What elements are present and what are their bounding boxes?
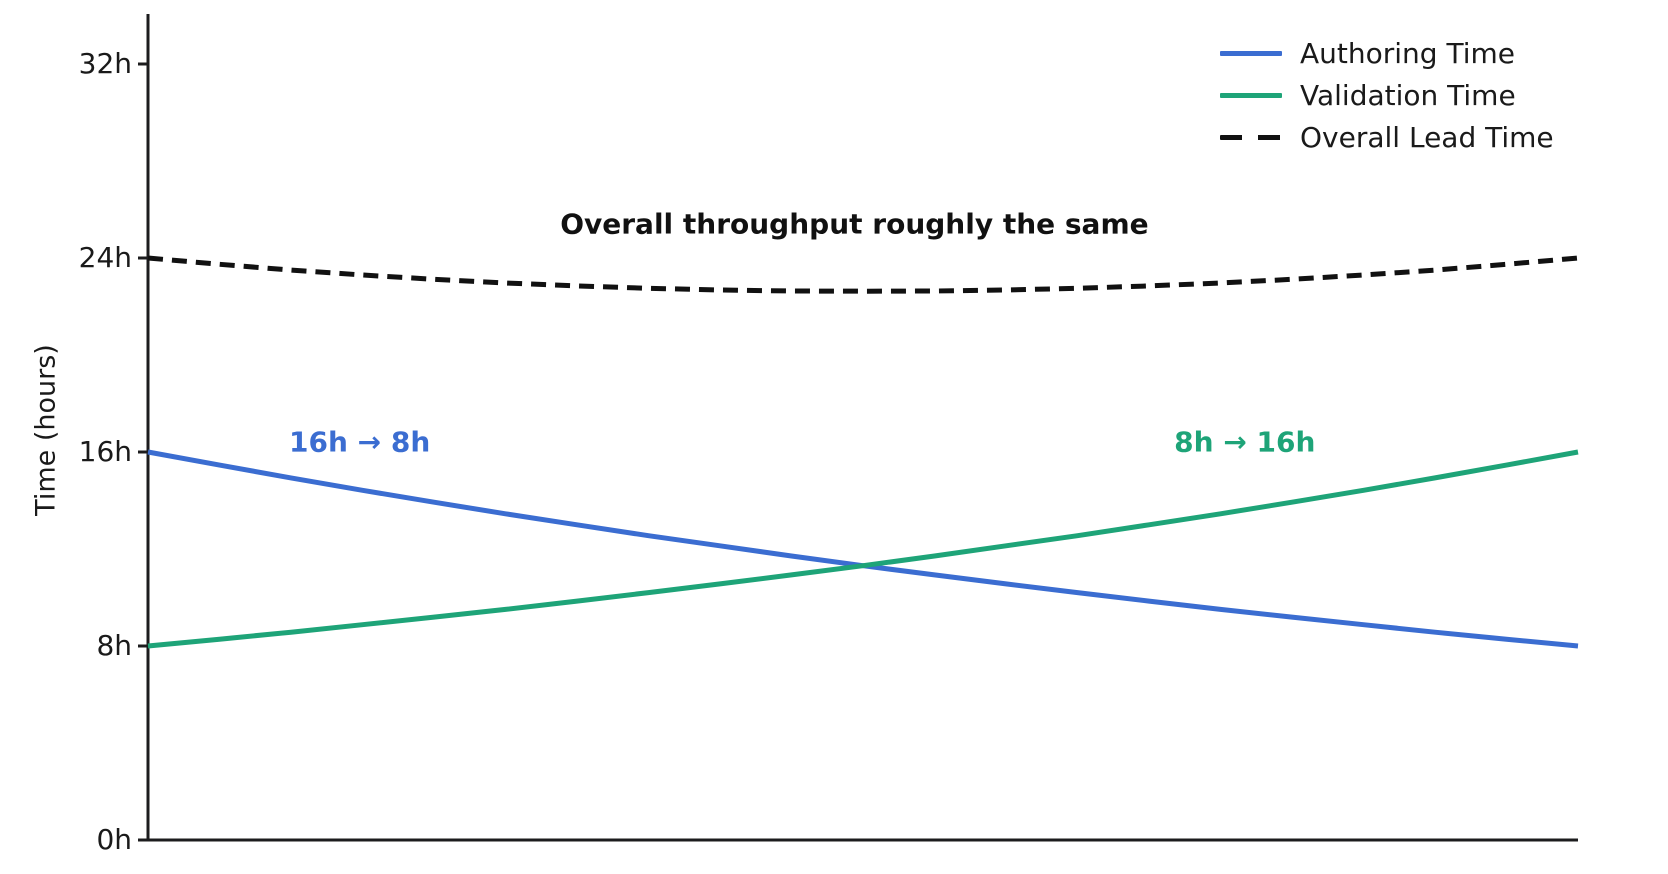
y-tick-label: 0h <box>96 822 132 856</box>
legend-item-overall-lead-time: Overall Lead Time <box>1220 120 1554 154</box>
legend-label-validation-time: Validation Time <box>1300 78 1516 112</box>
annotation-authoring-change: 16h → 8h <box>288 425 431 459</box>
series-line-authoring-time <box>147 449 1579 649</box>
overall-lead-time-dashed-swatch-icon <box>1220 134 1282 140</box>
y-axis-title: Time (hours) <box>30 344 62 516</box>
validation-time-line-swatch-icon <box>1220 92 1282 98</box>
y-tick-label: 16h <box>78 434 132 468</box>
y-tick-label: 8h <box>96 628 132 662</box>
legend-item-authoring-time: Authoring Time <box>1220 36 1554 70</box>
legend: Authoring Time Validation Time Overall L… <box>1220 36 1554 154</box>
legend-label-authoring-time: Authoring Time <box>1300 36 1515 70</box>
series-line-validation-time <box>147 449 1579 649</box>
authoring-time-line-swatch-icon <box>1220 50 1282 56</box>
annotation-overall-throughput: Overall throughput roughly the same <box>560 207 1149 241</box>
legend-label-overall-lead-time: Overall Lead Time <box>1300 120 1554 154</box>
series-line-overall-lead-time <box>147 255 1579 294</box>
y-tick-label: 32h <box>78 46 132 80</box>
y-tick-label: 24h <box>78 240 132 274</box>
legend-item-validation-time: Validation Time <box>1220 78 1554 112</box>
annotation-validation-change: 8h → 16h <box>1174 425 1316 459</box>
